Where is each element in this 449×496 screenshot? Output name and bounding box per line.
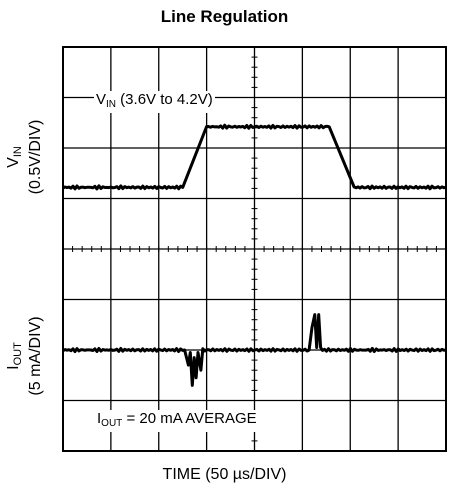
x-axis-label: TIME (50 µs/DIV) <box>162 466 287 483</box>
iout-trace-label-main: I <box>97 410 102 427</box>
iout-trace-label: IOUT = 20 mA AVERAGE <box>95 410 259 432</box>
iout-trace-label-sub: OUT <box>101 418 123 429</box>
vin-trace-label: VIN (3.6V to 4.2V) <box>94 91 215 113</box>
iout-trace <box>62 313 447 387</box>
vin-trace-label-sub: IN <box>106 99 117 110</box>
vin-trace-label-main: V <box>96 91 107 108</box>
plot-frame <box>62 46 447 452</box>
vin-trace-label-rest: (3.6V to 4.2V) <box>116 91 213 108</box>
iout-trace-label-rest: = 20 mA AVERAGE <box>122 410 257 427</box>
vin-trace <box>62 123 447 191</box>
chart-title: Line Regulation <box>160 7 289 26</box>
